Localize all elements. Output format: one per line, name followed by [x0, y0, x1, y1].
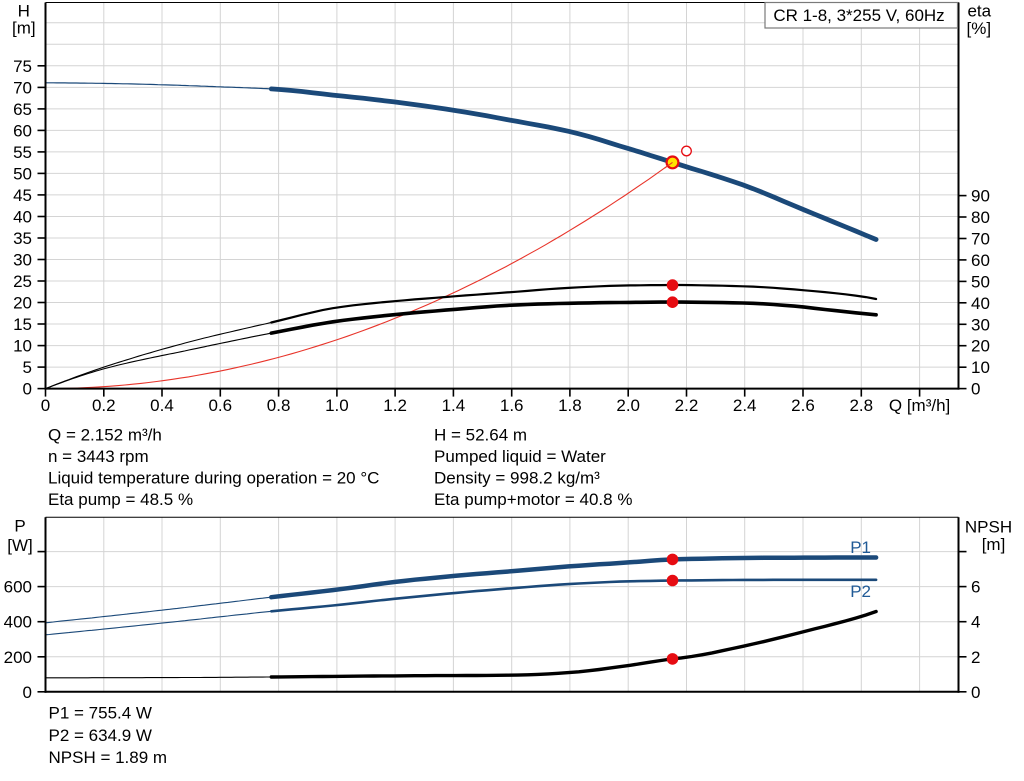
svg-text:50: 50: [971, 272, 990, 291]
svg-text:50: 50: [13, 164, 32, 183]
svg-text:6: 6: [971, 578, 980, 597]
svg-text:600: 600: [4, 578, 32, 597]
svg-text:1.2: 1.2: [383, 396, 407, 415]
svg-text:10: 10: [13, 337, 32, 356]
svg-text:2.6: 2.6: [791, 396, 815, 415]
svg-text:0: 0: [23, 380, 32, 399]
svg-text:Q = 2.152 m³/h: Q = 2.152 m³/h: [48, 425, 162, 444]
svg-text:0: 0: [971, 683, 980, 702]
svg-text:30: 30: [13, 251, 32, 270]
svg-text:Eta pump+motor = 40.8 %: Eta pump+motor = 40.8 %: [434, 490, 632, 509]
svg-text:[W]: [W]: [7, 536, 33, 555]
svg-text:400: 400: [4, 613, 32, 632]
svg-text:P1: P1: [850, 538, 871, 557]
svg-text:Eta pump = 48.5 %: Eta pump = 48.5 %: [48, 490, 193, 509]
svg-text:[m]: [m]: [12, 19, 36, 38]
svg-text:0: 0: [41, 396, 50, 415]
svg-text:Pumped liquid = Water: Pumped liquid = Water: [434, 447, 606, 466]
svg-text:P2 = 634.9 W: P2 = 634.9 W: [49, 726, 152, 745]
svg-text:2.0: 2.0: [616, 396, 640, 415]
svg-text:P: P: [14, 517, 25, 536]
svg-text:90: 90: [971, 187, 990, 206]
svg-text:20: 20: [13, 294, 32, 313]
svg-text:60: 60: [971, 251, 990, 270]
svg-text:200: 200: [4, 648, 32, 667]
svg-text:P2: P2: [850, 582, 871, 601]
svg-text:CR 1-8, 3*255 V, 60Hz: CR 1-8, 3*255 V, 60Hz: [773, 6, 944, 25]
svg-text:35: 35: [13, 229, 32, 248]
svg-text:Density = 998.2 kg/m³: Density = 998.2 kg/m³: [434, 468, 600, 487]
svg-text:2.2: 2.2: [675, 396, 699, 415]
svg-text:P1 = 755.4 W: P1 = 755.4 W: [49, 704, 152, 723]
svg-text:45: 45: [13, 186, 32, 205]
svg-text:1.4: 1.4: [442, 396, 466, 415]
svg-text:75: 75: [13, 57, 32, 76]
svg-text:70: 70: [971, 230, 990, 249]
svg-text:[%]: [%]: [967, 19, 992, 38]
svg-text:10: 10: [971, 358, 990, 377]
svg-text:0.2: 0.2: [92, 396, 116, 415]
svg-text:[m]: [m]: [982, 535, 1006, 554]
svg-text:n = 3443 rpm: n = 3443 rpm: [48, 447, 149, 466]
svg-text:0.6: 0.6: [208, 396, 232, 415]
svg-text:NPSH: NPSH: [965, 518, 1012, 537]
svg-text:4: 4: [971, 613, 980, 632]
svg-text:15: 15: [13, 315, 32, 334]
svg-text:2: 2: [971, 648, 980, 667]
svg-text:60: 60: [13, 121, 32, 140]
svg-text:40: 40: [971, 294, 990, 313]
svg-text:25: 25: [13, 272, 32, 291]
svg-text:40: 40: [13, 208, 32, 227]
svg-text:20: 20: [971, 337, 990, 356]
svg-text:0: 0: [971, 380, 980, 399]
svg-text:NPSH = 1.89 m: NPSH = 1.89 m: [49, 748, 168, 767]
svg-text:0.8: 0.8: [267, 396, 291, 415]
svg-text:eta: eta: [967, 1, 991, 20]
svg-text:Liquid temperature during oper: Liquid temperature during operation = 20…: [48, 468, 379, 487]
svg-text:30: 30: [971, 315, 990, 334]
svg-text:80: 80: [971, 208, 990, 227]
svg-text:H = 52.64 m: H = 52.64 m: [434, 425, 527, 444]
svg-text:55: 55: [13, 143, 32, 162]
svg-text:2.8: 2.8: [849, 396, 873, 415]
svg-text:70: 70: [13, 78, 32, 97]
svg-text:2.4: 2.4: [733, 396, 757, 415]
svg-text:0.4: 0.4: [150, 396, 174, 415]
svg-text:H: H: [18, 1, 30, 20]
svg-text:0: 0: [23, 683, 32, 702]
svg-text:Q [m³/h]: Q [m³/h]: [889, 396, 950, 415]
svg-text:1.6: 1.6: [500, 396, 524, 415]
svg-text:1.8: 1.8: [558, 396, 582, 415]
svg-text:65: 65: [13, 100, 32, 119]
svg-text:5: 5: [23, 358, 32, 377]
svg-text:1.0: 1.0: [325, 396, 349, 415]
